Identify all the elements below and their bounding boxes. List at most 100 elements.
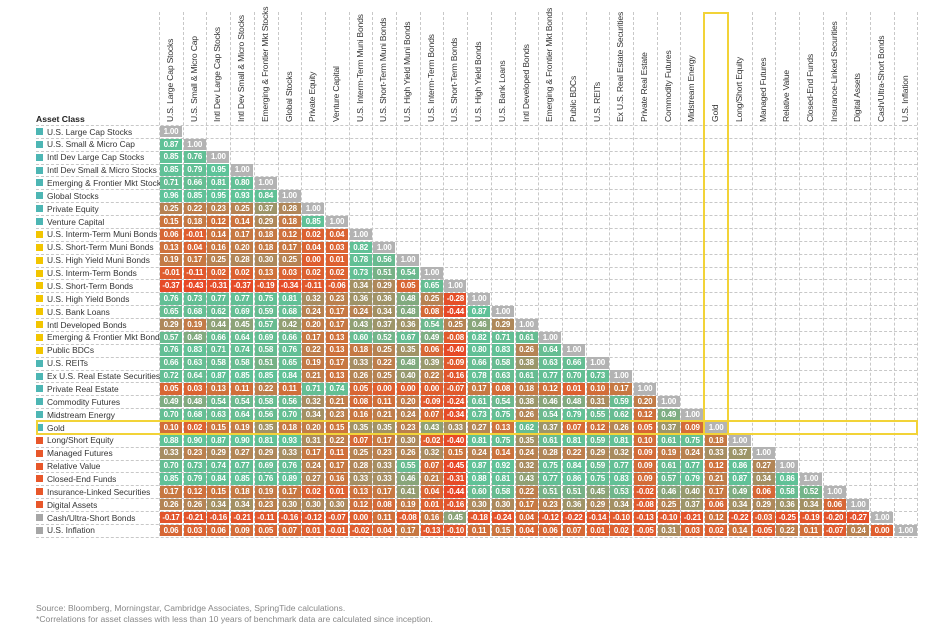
correlation-cell: 0.74 bbox=[207, 460, 230, 472]
correlation-cell: 0.19 bbox=[231, 421, 254, 434]
correlation-cell: 0.15 bbox=[207, 486, 230, 498]
correlation-cell: 0.73 bbox=[586, 370, 609, 382]
correlation-cell: 0.55 bbox=[397, 460, 419, 472]
correlation-cell: 0.73 bbox=[468, 408, 491, 421]
row-label: Ex U.S. Real Estate Securities bbox=[47, 371, 161, 382]
column-header: Emerging & Frontier Mkt Bonds bbox=[544, 7, 555, 122]
correlation-cell: 0.17 bbox=[373, 486, 396, 498]
correlation-cell: 0.69 bbox=[231, 305, 254, 318]
correlation-cell: 1.00 bbox=[681, 408, 704, 421]
correlation-cell: 0.12 bbox=[183, 486, 206, 498]
category-marker-icon bbox=[36, 230, 43, 238]
correlation-cell: 0.17 bbox=[325, 305, 348, 318]
correlation-cell: 0.06 bbox=[420, 344, 443, 356]
column-header: Global Stocks bbox=[283, 71, 294, 122]
correlation-cell: 0.72 bbox=[160, 370, 182, 382]
correlation-cell: 0.19 bbox=[254, 486, 277, 498]
grid-line-vertical bbox=[277, 12, 279, 536]
correlation-cell: 0.53 bbox=[610, 486, 633, 498]
correlation-cell: -0.01 bbox=[183, 228, 206, 241]
correlation-cell: 0.09 bbox=[681, 421, 704, 434]
correlation-cell: 0.21 bbox=[325, 395, 348, 408]
correlation-cell: 0.35 bbox=[254, 421, 277, 434]
correlation-cell: 0.18 bbox=[254, 241, 277, 254]
category-marker-icon bbox=[36, 372, 43, 380]
column-header: Intl Developed Bonds bbox=[520, 44, 531, 122]
correlation-cell: -0.02 bbox=[634, 486, 656, 498]
row-label: Managed Futures bbox=[47, 448, 113, 459]
correlation-cell: 0.05 bbox=[160, 383, 182, 395]
correlation-cell: 0.60 bbox=[468, 486, 491, 498]
column-header: Closed-End Funds bbox=[804, 54, 815, 122]
correlation-cell: 0.25 bbox=[420, 293, 443, 305]
grid-line-vertical bbox=[490, 12, 492, 536]
correlation-cell: 0.64 bbox=[231, 408, 254, 421]
correlation-cell: 0.48 bbox=[183, 331, 206, 344]
correlation-cell: 0.33 bbox=[349, 473, 372, 485]
grid-line-horizontal bbox=[36, 176, 917, 178]
grid-line-horizontal bbox=[36, 279, 917, 281]
correlation-cell: 0.81 bbox=[468, 434, 491, 447]
correlation-cell: 0.59 bbox=[610, 395, 633, 408]
category-marker-icon bbox=[36, 449, 43, 457]
correlation-cell: 1.00 bbox=[278, 190, 301, 202]
correlation-cell: 0.87 bbox=[160, 138, 182, 151]
correlation-cell: 0.38 bbox=[515, 357, 538, 369]
correlation-cell: 0.13 bbox=[325, 370, 348, 382]
correlation-cell: 0.66 bbox=[278, 331, 301, 344]
correlation-cell: 0.64 bbox=[231, 331, 254, 344]
correlation-cell: 1.00 bbox=[799, 473, 822, 485]
correlation-cell: 0.01 bbox=[302, 524, 325, 537]
correlation-cell: 0.76 bbox=[160, 293, 182, 305]
correlation-cell: 0.96 bbox=[160, 190, 182, 202]
correlation-cell: 0.66 bbox=[183, 177, 206, 189]
correlation-cell: 0.62 bbox=[207, 305, 230, 318]
correlation-cell: -0.44 bbox=[444, 305, 467, 318]
grid-line-vertical bbox=[775, 12, 777, 536]
correlation-cell: 0.27 bbox=[302, 473, 325, 485]
row-label: Relative Value bbox=[47, 461, 101, 472]
column-header: Intl Dev Large Cap Stocks bbox=[212, 27, 223, 122]
correlation-cell: 0.77 bbox=[681, 460, 704, 472]
correlation-cell: 1.00 bbox=[752, 447, 775, 459]
correlation-cell: 0.46 bbox=[539, 395, 562, 408]
correlation-cell: 0.15 bbox=[160, 215, 182, 228]
category-marker-icon bbox=[36, 205, 43, 213]
correlation-cell: 0.32 bbox=[302, 395, 325, 408]
correlation-cell: 0.15 bbox=[491, 524, 514, 537]
correlation-cell: 0.69 bbox=[254, 460, 277, 472]
correlation-cell: 0.17 bbox=[610, 383, 633, 395]
correlation-cell: 0.34 bbox=[799, 498, 822, 511]
correlation-cell: 0.70 bbox=[562, 370, 585, 382]
category-marker-icon bbox=[36, 269, 43, 277]
column-header: Gold bbox=[710, 104, 721, 122]
correlation-cell: 0.00 bbox=[871, 524, 893, 537]
correlation-cell: 0.12 bbox=[705, 460, 728, 472]
correlation-cell: 1.00 bbox=[397, 254, 419, 266]
correlation-cell: 0.16 bbox=[349, 408, 372, 421]
correlation-cell: 0.10 bbox=[586, 383, 609, 395]
grid-line-horizontal bbox=[36, 369, 917, 371]
column-header: Public BDCs bbox=[567, 75, 578, 122]
correlation-cell: 0.41 bbox=[397, 486, 419, 498]
correlation-cell: 0.14 bbox=[728, 524, 751, 537]
correlation-cell: 0.87 bbox=[468, 305, 491, 318]
correlation-cell: 0.25 bbox=[231, 202, 254, 215]
correlation-cell: -0.01 bbox=[325, 524, 348, 537]
category-marker-icon bbox=[36, 153, 43, 161]
correlation-cell: 0.12 bbox=[586, 421, 609, 434]
correlation-cell: 0.32 bbox=[302, 293, 325, 305]
correlation-cell: 0.80 bbox=[231, 177, 254, 189]
correlation-cell: 0.23 bbox=[325, 293, 348, 305]
correlation-cell: -0.16 bbox=[444, 498, 467, 511]
correlation-cell: 0.34 bbox=[302, 408, 325, 421]
grid-line-vertical bbox=[870, 12, 871, 536]
row-label: Private Equity bbox=[47, 203, 99, 214]
row-label: Midstream Energy bbox=[47, 409, 115, 420]
row-label: U.S. Large Cap Stocks bbox=[47, 126, 133, 137]
correlation-cell: -0.18 bbox=[468, 511, 491, 524]
column-header: Long/Short Equity bbox=[733, 57, 744, 122]
correlation-cell: -0.09 bbox=[444, 357, 467, 369]
grid-line-horizontal bbox=[36, 408, 917, 410]
correlation-cell: 0.26 bbox=[515, 344, 538, 356]
